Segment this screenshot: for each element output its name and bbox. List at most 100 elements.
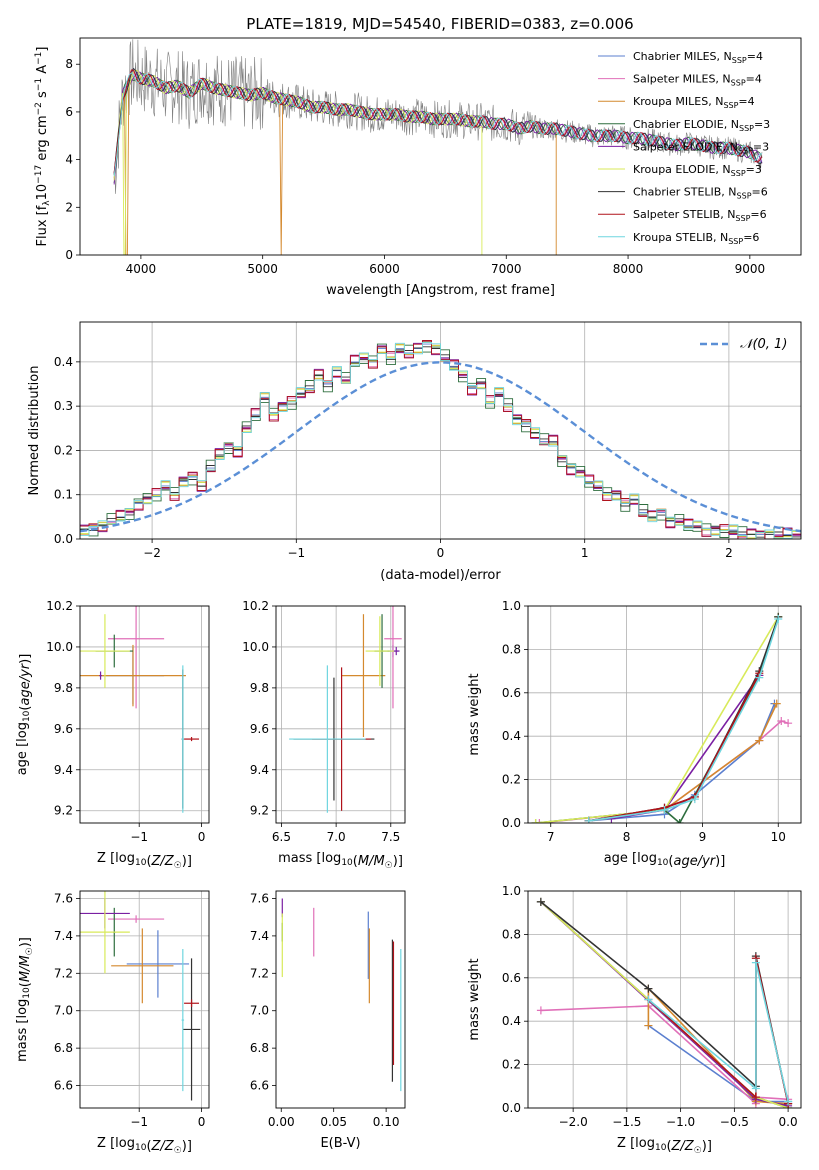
weight-vs-age-panel: 7 8 9 10 0.0 0.2 0.4 0.6 0.8 1.0 age [log10(age/yr… — [467, 599, 802, 869]
weight-vs-age-plot-area — [531, 612, 793, 823]
y-tick-label: 0.0 — [502, 1101, 521, 1115]
weight-line — [535, 616, 779, 823]
x-tick-label: 9000 — [735, 262, 766, 276]
y-tick-label: 0.4 — [502, 1014, 521, 1028]
y-tick-label: 10.0 — [46, 640, 73, 654]
x-tick-label: −1 — [287, 546, 305, 560]
y-tick-label: 6.8 — [54, 1041, 73, 1055]
y-tick-label: 10.0 — [242, 640, 269, 654]
legend-label: 𝒩(0, 1) — [740, 337, 787, 352]
y-tick-label: 6.6 — [250, 1079, 269, 1093]
x-tick-label: 0.05 — [320, 1115, 347, 1129]
x-axis-label: wavelength [Angstrom, rest frame] — [326, 283, 555, 298]
y-tick-label: 7.6 — [54, 891, 73, 905]
x-tick-label: 0 — [198, 1115, 206, 1129]
x-tick-label: 4000 — [126, 262, 157, 276]
weight-marker — [690, 795, 699, 804]
mass-vs-z-plot-area — [80, 891, 201, 1101]
axes-frame — [275, 890, 406, 1109]
y-tick-label: 7.4 — [54, 929, 73, 943]
y-tick-label: 6.6 — [54, 1079, 73, 1093]
x-tick-label: 6000 — [369, 262, 400, 276]
y-tick-label: 0.6 — [502, 971, 521, 985]
weight-marker — [774, 615, 783, 624]
y-tick-label: 9.6 — [250, 722, 269, 736]
y-tick-label: 7.2 — [54, 966, 73, 980]
y-tick-label: 0.2 — [502, 1058, 521, 1072]
residual-panel: −2 −1 0 1 2 0.0 0.1 0.2 0.3 0.4 (data-model)/error… — [27, 321, 802, 583]
y-tick-label: 1.0 — [502, 599, 521, 613]
legend-label: Salpeter STELIB, NSSP=6 — [633, 208, 767, 223]
spectrum-plot-area — [113, 39, 763, 255]
x-axis-label: age [log10(age/yr)] — [604, 851, 726, 869]
weight-line — [647, 958, 789, 1104]
x-tick-label: 7000 — [491, 262, 522, 276]
y-tick-label: 9.2 — [250, 804, 269, 818]
y-tick-label: 7.6 — [250, 891, 269, 905]
y-axis-label: mass weight — [467, 958, 482, 1040]
x-tick-label: −2.0 — [559, 1115, 588, 1129]
mass-vs-ebv-panel: 0.00 0.05 0.10 6.6 6.8 7.0 7.2 7.4 7.6 E(B-V) — [250, 890, 406, 1151]
x-tick-label: 0.0 — [779, 1115, 798, 1129]
weight-marker — [531, 819, 540, 823]
weight-marker — [755, 673, 764, 682]
weight-line — [540, 1005, 789, 1106]
legend-label: Salpeter MILES, NSSP=4 — [633, 73, 762, 88]
x-tick-label: 0 — [198, 830, 206, 844]
model-spectrum — [113, 72, 763, 177]
axes-frame — [79, 321, 802, 540]
weight-line — [647, 962, 789, 1102]
y-tick-label: 0.4 — [502, 729, 521, 743]
y-tick-label: 9.6 — [54, 722, 73, 736]
legend-label: Kroupa ELODIE, NSSP=3 — [633, 163, 762, 178]
legend-label: Chabrier MILES, NSSP=4 — [633, 50, 763, 65]
weight-marker — [660, 805, 669, 814]
x-tick-label: 0.00 — [268, 1115, 295, 1129]
x-tick-label: 7 — [547, 830, 555, 844]
x-tick-label: 6.5 — [272, 830, 291, 844]
axes-frame — [527, 890, 802, 1109]
weight-line — [540, 901, 789, 1104]
age-vs-mass-panel: 6.5 7.0 7.5 9.2 9.4 9.6 9.8 10.0 10.2 mass [log10… — [242, 599, 406, 871]
y-tick-label: 9.2 — [54, 804, 73, 818]
x-tick-label: 0 — [437, 546, 445, 560]
figure-title: PLATE=1819, MJD=54540, FIBERID=0383, z=0… — [246, 15, 633, 33]
x-tick-label: 9 — [699, 830, 707, 844]
legend-label: Chabrier ELODIE, NSSP=3 — [633, 118, 770, 133]
age-vs-mass-plot-area — [289, 606, 402, 813]
axes-frame — [79, 890, 210, 1109]
y-axis-label: mass [log10(M/M☉)] — [15, 937, 35, 1062]
weight-line — [588, 672, 761, 822]
x-axis-label: E(B-V) — [320, 1136, 360, 1151]
weight-marker — [777, 717, 786, 726]
y-tick-label: 0.2 — [54, 443, 73, 457]
y-tick-label: 0.1 — [54, 488, 73, 502]
x-tick-label: 7.5 — [381, 830, 400, 844]
x-tick-label: −1 — [130, 1115, 148, 1129]
x-tick-label: 2 — [725, 546, 733, 560]
y-tick-label: 7.4 — [250, 929, 269, 943]
model-spectrum — [113, 69, 483, 255]
x-tick-label: 1 — [581, 546, 589, 560]
y-tick-label: 0.8 — [502, 642, 521, 656]
y-tick-label: 0.0 — [502, 816, 521, 830]
y-tick-label: 0.2 — [502, 773, 521, 787]
axes-frame — [79, 605, 210, 824]
residual-plot-area — [80, 339, 801, 539]
x-axis-label: (data-model)/error — [380, 568, 501, 583]
x-tick-label: 0.10 — [373, 1115, 400, 1129]
weight-marker — [535, 819, 544, 823]
weight-vs-z-plot-area — [536, 897, 793, 1108]
x-axis-label: Z [log10(Z/Z☉)] — [97, 1136, 192, 1156]
x-tick-label: −0.5 — [720, 1115, 749, 1129]
model-spectrum — [113, 67, 763, 175]
weight-marker — [644, 1021, 653, 1030]
y-axis-label: Flux [fλ10−17 erg cm−2 s−1 A−1] — [34, 47, 52, 247]
weight-line — [588, 616, 780, 822]
spectrum-panel: 4000 5000 6000 7000 8000 9000 0 2 4 6 8 wavelength … — [34, 37, 802, 298]
y-tick-label: 9.4 — [54, 763, 73, 777]
y-tick-label: 2 — [65, 200, 73, 214]
weight-marker — [644, 984, 653, 993]
legend-label: Kroupa STELIB, NSSP=6 — [633, 231, 759, 246]
y-tick-label: 0.3 — [54, 399, 73, 413]
